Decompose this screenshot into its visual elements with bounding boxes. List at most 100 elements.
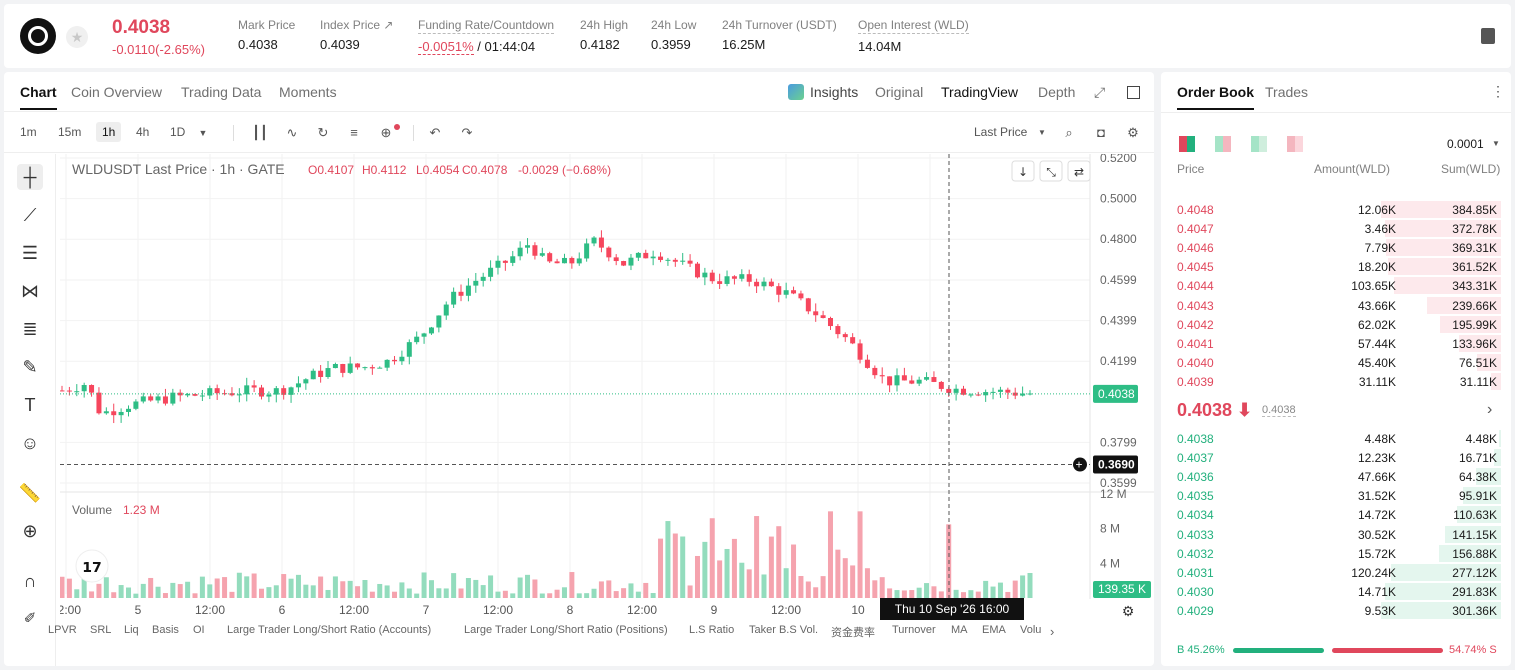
expand-icon[interactable]: ⤢	[1094, 84, 1106, 100]
indicator-icon[interactable]: ∿	[286, 125, 298, 140]
more-icon[interactable]: ⋮	[1491, 83, 1505, 99]
indicator-ls-positions[interactable]: Large Trader Long/Short Ratio (Positions…	[464, 624, 668, 636]
volume-bar	[997, 582, 1003, 598]
indicator-basis[interactable]: Basis	[152, 624, 179, 636]
bid-row[interactable]: 0.4032 15.72K 156.88K	[1161, 544, 1511, 563]
ask-row[interactable]: 0.4047 3.46K 372.78K	[1161, 219, 1511, 238]
gear-icon[interactable]: ⚙	[1127, 125, 1139, 140]
indicator-ls-ratio[interactable]: L.S Ratio	[689, 624, 735, 636]
candlestick-icon[interactable]: ┃┃	[252, 125, 268, 140]
ask-row[interactable]: 0.4042 62.02K 195.99K	[1161, 315, 1511, 334]
volume-bar	[561, 587, 567, 598]
ask-row[interactable]: 0.4041 57.44K 133.96K	[1161, 334, 1511, 353]
indicator-oi[interactable]: OI	[193, 624, 205, 636]
row-sum: 156.88K	[1452, 546, 1497, 561]
indicator-srl[interactable]: SRL	[90, 624, 112, 636]
timeframe-1d[interactable]: 1D	[170, 125, 186, 139]
pencil-lock-icon[interactable]: ✐	[23, 610, 37, 627]
indicator-lpvr[interactable]: LPVR	[48, 624, 77, 636]
crosshair-icon[interactable]: ┼	[17, 164, 43, 190]
indicator-liq[interactable]: Liq	[124, 624, 139, 636]
tab-coin-overview[interactable]: Coin Overview	[71, 84, 163, 100]
timeframe-1m[interactable]: 1m	[20, 125, 37, 139]
bid-row[interactable]: 0.4029 9.53K 301.36K	[1161, 601, 1511, 620]
bid-row[interactable]: 0.4034 14.72K 110.63K	[1161, 505, 1511, 524]
depth-bar	[1456, 506, 1501, 524]
emoji-icon[interactable]: ☺	[20, 433, 40, 453]
tab-trading-data[interactable]: Trading Data	[181, 84, 262, 100]
pattern-icon[interactable]: ⋈	[21, 281, 39, 301]
ask-row[interactable]: 0.4043 43.66K 239.66K	[1161, 296, 1511, 315]
timeframe-4h[interactable]: 4h	[136, 125, 150, 139]
favorite-star-icon[interactable]: ★	[66, 26, 88, 48]
add-alert-icon[interactable]: ⊕	[380, 125, 392, 140]
indicator-turnover[interactable]: Turnover	[892, 624, 936, 636]
ask-row[interactable]: 0.4048 12.06K 384.85K	[1161, 200, 1511, 219]
fib-icon[interactable]: ≣	[22, 319, 38, 339]
precision-select[interactable]: 0.0001	[1447, 137, 1484, 151]
bid-row[interactable]: 0.4037 12.23K 16.71K	[1161, 448, 1511, 467]
horizontal-lines-icon[interactable]: ☰	[21, 243, 39, 263]
trend-line-icon[interactable]: ⟋	[23, 205, 37, 225]
volume-tick-label: 12 M	[1100, 487, 1127, 501]
chevron-down-icon[interactable]: ▼	[1492, 139, 1500, 148]
indicator-taker-vol[interactable]: Taker B.S Vol.	[749, 624, 819, 636]
brush-icon[interactable]: ✎	[22, 357, 38, 377]
ask-row[interactable]: 0.4040 45.40K 76.51K	[1161, 353, 1511, 372]
bid-row[interactable]: 0.4031 120.24K 277.12K	[1161, 563, 1511, 582]
view-both-icon[interactable]	[1179, 136, 1195, 152]
bid-row[interactable]: 0.4038 4.48K 4.48K	[1161, 429, 1511, 448]
buy-ratio: B 45.26%	[1177, 644, 1225, 656]
tab-tradingview[interactable]: TradingView	[941, 84, 1019, 100]
bid-row[interactable]: 0.4033 30.52K 141.15K	[1161, 525, 1511, 544]
indicator-ma[interactable]: MA	[951, 624, 968, 636]
view-bids-only-icon[interactable]	[1251, 136, 1267, 152]
timeframe-1h[interactable]: 1h	[96, 122, 122, 142]
chevron-down-icon[interactable]: ▼	[1038, 128, 1046, 137]
view-asks-icon[interactable]	[1287, 136, 1303, 152]
view-bids-icon[interactable]	[1215, 136, 1231, 152]
chevron-right-icon[interactable]: ›	[1050, 624, 1055, 639]
bid-row[interactable]: 0.4030 14.71K 291.83K	[1161, 582, 1511, 601]
price-chart[interactable]: 0.5200 0.5000 0.4800 0.4599 0.4399 0.4199 0.37…	[60, 154, 1154, 624]
tab-chart[interactable]: Chart	[20, 84, 57, 110]
indicator-funding-rate[interactable]: 资金费率	[831, 627, 875, 639]
candle-body	[89, 385, 95, 393]
ruler-icon[interactable]: 📏	[18, 483, 42, 503]
ask-row[interactable]: 0.4046 7.79K 369.31K	[1161, 238, 1511, 257]
row-sum: 4.48K	[1465, 432, 1497, 446]
document-icon[interactable]	[1481, 28, 1495, 44]
price-type-select[interactable]: Last Price	[974, 125, 1028, 139]
template-icon[interactable]: ≡	[350, 125, 358, 140]
text-icon[interactable]: T	[24, 395, 36, 415]
search-icon[interactable]: ⌕	[1065, 125, 1073, 140]
tab-moments[interactable]: Moments	[279, 84, 337, 100]
indicator-ema[interactable]: EMA	[982, 624, 1006, 636]
camera-icon[interactable]: ◘	[1097, 125, 1105, 140]
candle-body	[207, 388, 213, 396]
bid-row[interactable]: 0.4036 47.66K 64.38K	[1161, 467, 1511, 486]
indicator-volume[interactable]: Volu	[1020, 624, 1042, 636]
tab-order-book[interactable]: Order Book	[1177, 84, 1255, 110]
magnet-icon[interactable]: ∩	[23, 571, 37, 591]
tab-original[interactable]: Original	[875, 84, 924, 100]
replay-icon[interactable]: ↻	[317, 125, 329, 140]
chevron-down-icon[interactable]: ▼	[198, 128, 208, 138]
tab-trades[interactable]: Trades	[1265, 84, 1309, 100]
ask-row[interactable]: 0.4039 31.11K 31.11K	[1161, 372, 1511, 391]
tab-depth[interactable]: Depth	[1038, 84, 1076, 100]
timeframe-15m[interactable]: 15m	[58, 125, 82, 139]
ask-row[interactable]: 0.4044 103.65K 343.31K	[1161, 276, 1511, 295]
candle-body	[155, 396, 161, 401]
chevron-right-icon[interactable]: ›	[1487, 401, 1493, 418]
redo-icon[interactable]: ↷	[461, 125, 473, 140]
zoom-in-icon[interactable]: ⊕	[22, 521, 38, 541]
volume-bar	[103, 577, 109, 598]
tab-insights[interactable]: Insights	[810, 84, 859, 100]
ask-row[interactable]: 0.4045 18.20K 361.52K	[1161, 257, 1511, 276]
indicator-ls-accounts[interactable]: Large Trader Long/Short Ratio (Accounts)	[227, 624, 432, 636]
bid-row[interactable]: 0.4035 31.52K 95.91K	[1161, 486, 1511, 505]
stat-index-price[interactable]: Index Price ↗ 0.4039	[320, 18, 394, 52]
window-icon[interactable]	[1127, 86, 1140, 99]
undo-icon[interactable]: ↶	[429, 125, 441, 140]
